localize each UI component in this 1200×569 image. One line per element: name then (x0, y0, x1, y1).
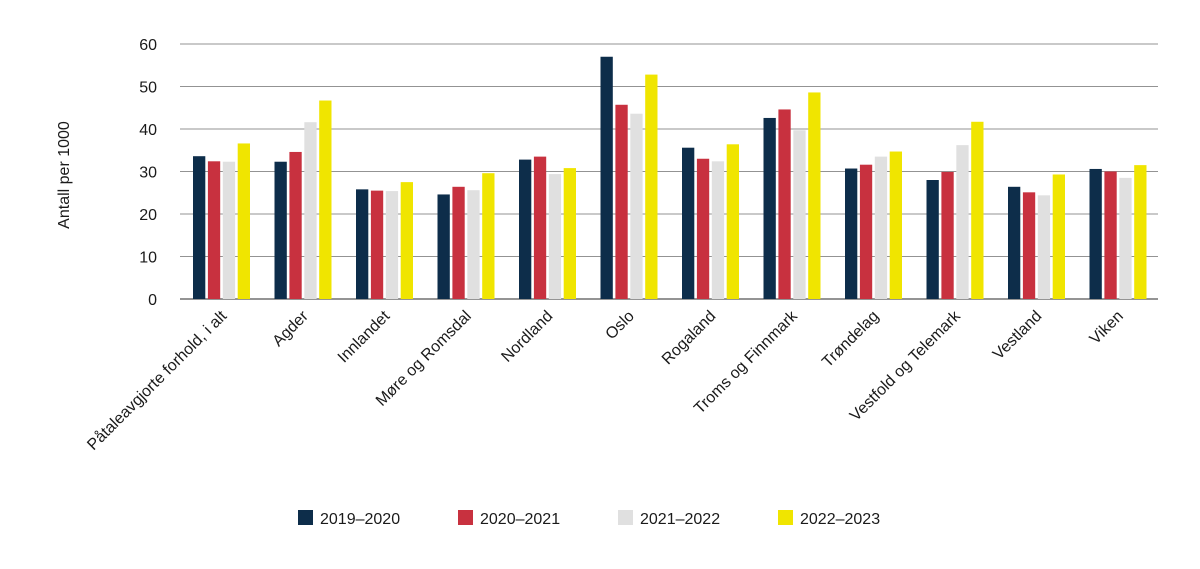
bar (645, 74, 658, 299)
y-tick-label: 60 (139, 37, 157, 54)
bar (859, 164, 873, 299)
bar (289, 151, 302, 299)
legend-item: 2020–2021 (458, 510, 560, 528)
category-label: Nordland (498, 308, 556, 366)
bar (682, 147, 695, 299)
bar (356, 189, 369, 299)
bar (941, 171, 954, 299)
y-tick-label: 40 (139, 122, 157, 139)
bar (874, 156, 888, 299)
bar (956, 145, 969, 299)
bar (548, 174, 562, 299)
bar (237, 143, 250, 299)
bar (519, 159, 532, 299)
legend-swatch (298, 510, 313, 525)
legend-item: 2019–2020 (298, 510, 400, 528)
bar (1022, 192, 1036, 299)
y-tick-label: 20 (139, 207, 157, 224)
bar (482, 173, 495, 299)
legend: 2019–2020 2020–2021 2021–2022 2022–2023 (298, 510, 880, 528)
bar (696, 158, 710, 299)
legend-swatch (458, 510, 473, 525)
bar (1134, 165, 1147, 299)
legend-swatch (778, 510, 793, 525)
bar (1037, 195, 1051, 299)
legend-label: 2022–2023 (800, 511, 880, 528)
bar (615, 104, 628, 300)
bar (207, 161, 221, 299)
bar (370, 190, 384, 299)
bar (319, 100, 332, 300)
category-label: Påtaleavgjorte forhold, i alt (84, 307, 231, 454)
bar (763, 117, 776, 299)
bar (793, 130, 806, 299)
legend-label: 2019–2020 (320, 511, 400, 528)
gridlines (180, 43, 1158, 300)
bar (193, 156, 206, 299)
category-label: Agder (270, 307, 313, 350)
bar (845, 168, 858, 299)
bar (726, 144, 739, 299)
bar (889, 151, 902, 299)
bars (193, 56, 1147, 300)
bar (452, 186, 465, 299)
bar (711, 161, 725, 299)
bar (1104, 171, 1117, 299)
y-tick-label: 0 (148, 292, 157, 309)
y-axis-label: Antall per 1000 (56, 121, 73, 229)
legend-item: 2021–2022 (618, 510, 720, 528)
x-axis-category-labels: Påtaleavgjorte forhold, i alt Agder Innlan… (84, 307, 1127, 454)
bar (600, 56, 613, 299)
bar (630, 113, 643, 299)
bar (274, 161, 287, 299)
bar (400, 182, 413, 299)
bar (385, 191, 399, 299)
bar (533, 156, 547, 299)
y-tick-label: 10 (139, 250, 157, 267)
bar (778, 109, 791, 299)
bar (1052, 174, 1065, 299)
legend-label: 2020–2021 (480, 511, 560, 528)
y-tick-label: 30 (139, 165, 157, 182)
bar (563, 168, 576, 299)
category-label: Vestland (990, 308, 1045, 363)
bar (971, 121, 984, 300)
bar (467, 190, 480, 299)
category-label: Innlandet (335, 307, 394, 366)
bar (1008, 186, 1021, 299)
bar (304, 122, 317, 299)
bar (437, 194, 450, 299)
category-label: Trøndelag (819, 308, 882, 371)
legend-swatch (618, 510, 633, 525)
bar (222, 161, 236, 299)
legend-item: 2022–2023 (778, 510, 880, 528)
category-label: Rogaland (659, 308, 719, 368)
bar (1089, 168, 1102, 299)
legend-label: 2021–2022 (640, 511, 720, 528)
category-label: Viken (1087, 308, 1127, 348)
bar (1119, 177, 1132, 299)
category-label: Oslo (603, 308, 638, 343)
y-tick-label: 50 (139, 80, 157, 97)
bar (926, 180, 939, 299)
bar (808, 92, 821, 299)
y-axis-ticks: 0 10 20 30 40 50 60 (139, 37, 157, 309)
